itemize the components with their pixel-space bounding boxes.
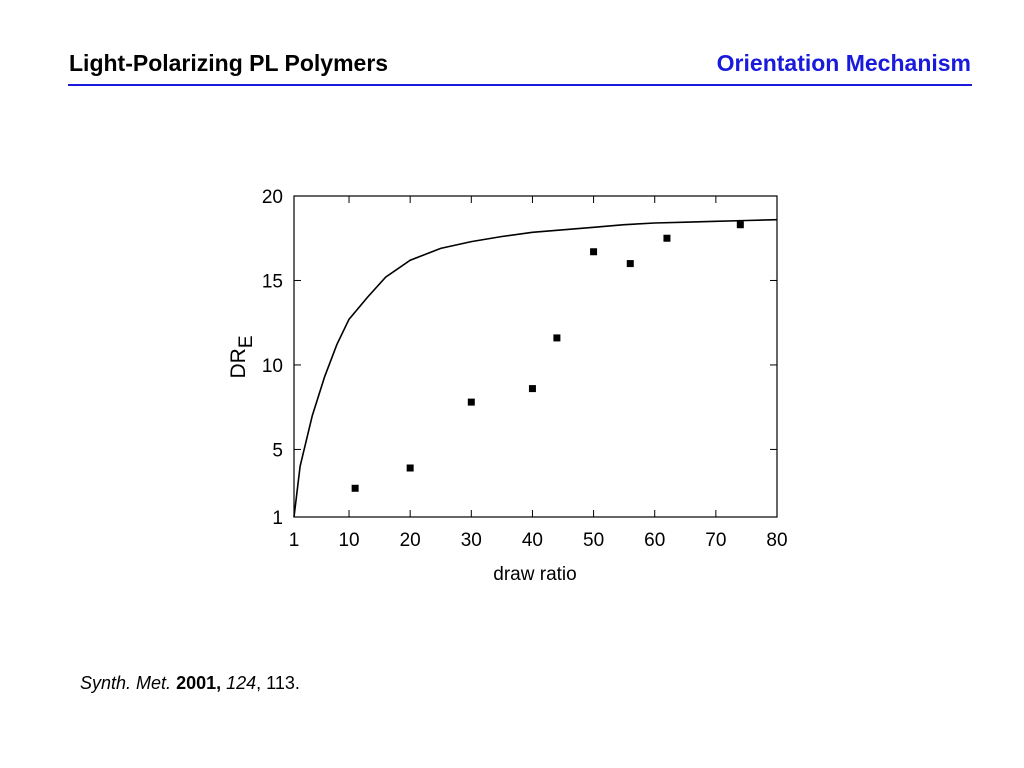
model-curve (293, 218, 778, 518)
citation: Synth. Met. 2001, 124, 113. (80, 673, 300, 694)
x-tick-label: 60 (644, 530, 665, 551)
title-divider (68, 84, 972, 86)
citation-journal: Synth. Met. (80, 673, 172, 693)
y-tick-label: 1 (272, 508, 283, 529)
y-axis-label-sub: E (236, 335, 257, 348)
svg-text:DRE: DRE (227, 335, 257, 378)
x-tick-label: 30 (461, 530, 482, 551)
y-tick-label: 10 (262, 356, 283, 377)
data-point (553, 334, 561, 342)
data-point (528, 385, 536, 393)
data-point (467, 398, 475, 406)
plot-frame (293, 195, 778, 518)
citation-pages: , 113. (256, 673, 300, 693)
x-tick-label: 20 (400, 530, 421, 551)
citation-volume: 124 (226, 673, 257, 693)
x-tick-label: 10 (338, 530, 359, 551)
data-point (406, 464, 414, 472)
x-axis-label: draw ratio (493, 564, 576, 585)
section-title: Orientation Mechanism (716, 50, 971, 76)
data-points (351, 221, 744, 492)
data-point (626, 260, 634, 268)
data-point (351, 484, 359, 492)
x-tick-label: 40 (522, 530, 543, 551)
x-tick-label: 70 (705, 530, 726, 551)
citation-year: 2001, (176, 673, 222, 693)
y-axis-label: DRE (227, 335, 257, 378)
x-tick-label: 1 (289, 530, 300, 551)
y-tick-label: 5 (272, 440, 283, 461)
data-point (590, 248, 598, 256)
y-tick-label: 20 (262, 187, 283, 208)
y-axis-label-main: DR (227, 348, 250, 378)
slide-title: Light-Polarizing PL Polymers (69, 50, 389, 76)
x-tick-label: 80 (766, 530, 787, 551)
y-tick-label: 15 (262, 271, 283, 292)
data-point (663, 234, 671, 242)
axis-ticks (294, 196, 777, 517)
x-tick-label: 50 (583, 530, 604, 551)
data-point (736, 221, 744, 229)
